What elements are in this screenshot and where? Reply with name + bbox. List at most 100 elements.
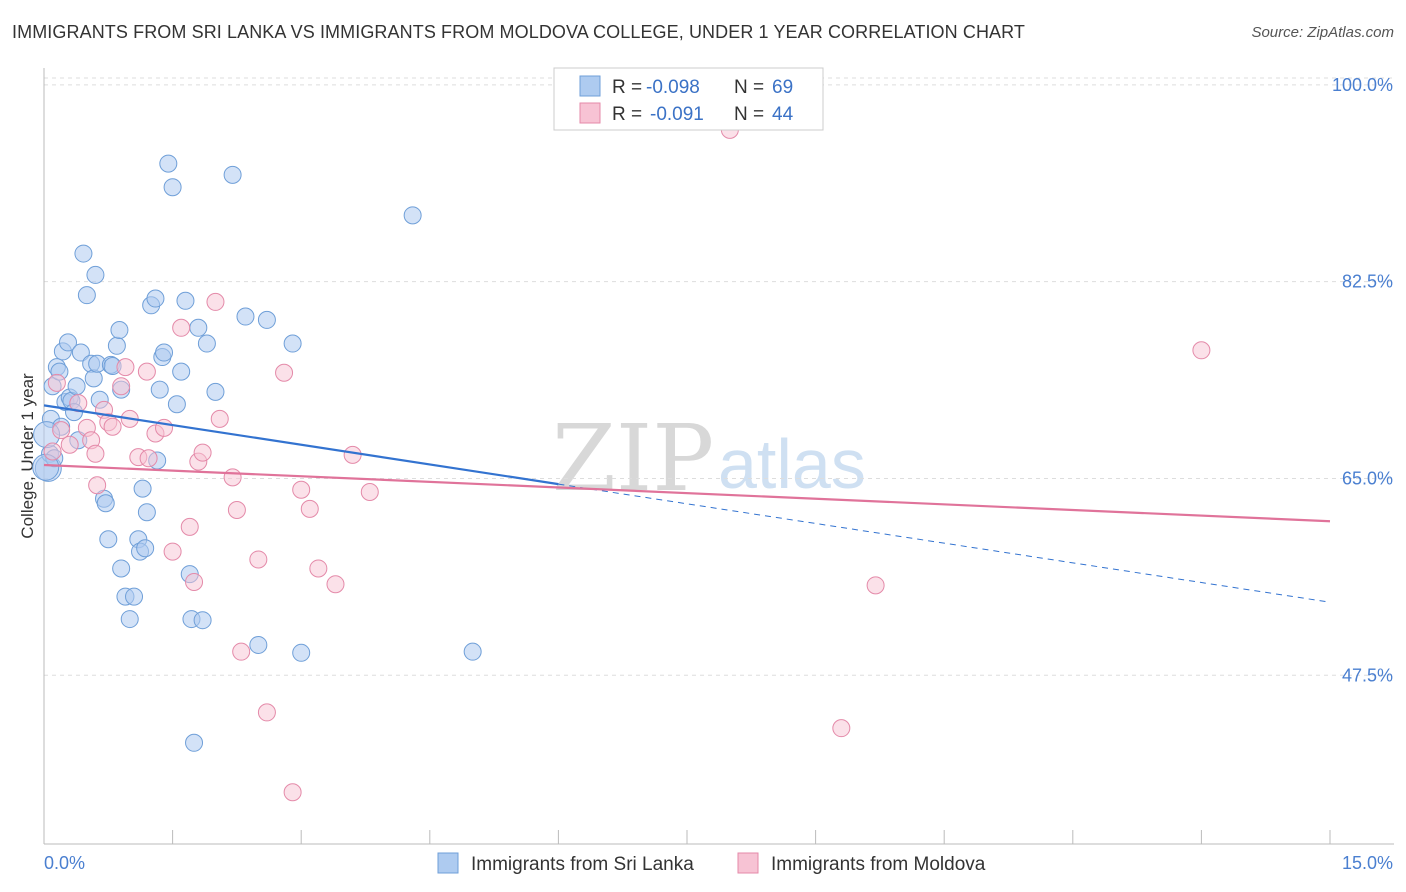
series-legend: Immigrants from Sri Lanka Immigrants fro… — [437, 852, 986, 875]
data-point-sri-lanka — [176, 291, 195, 310]
data-point-sri-lanka — [146, 289, 165, 308]
data-point-sri-lanka — [167, 395, 186, 414]
legend-swatch-blue — [579, 75, 601, 97]
bottom-legend-swatch-moldova — [737, 852, 759, 874]
data-point-moldova — [206, 292, 225, 311]
data-point-moldova — [193, 443, 212, 462]
data-point-moldova — [137, 362, 156, 381]
data-point-sri-lanka — [283, 334, 302, 353]
data-point-sri-lanka — [74, 244, 93, 263]
data-point-sri-lanka — [71, 343, 90, 362]
stats-legend: R = -0.098 N = 69 R = -0.091 N = 44 — [553, 67, 824, 131]
bottom-legend-label-sri-lanka: Immigrants from Sri Lanka — [471, 854, 694, 875]
data-point-sri-lanka — [86, 265, 105, 284]
legend-r-value-blue: -0.098 — [646, 77, 700, 98]
data-point-sri-lanka — [197, 334, 216, 353]
data-point-sri-lanka — [125, 587, 144, 606]
legend-n-value-pink: 44 — [772, 104, 794, 125]
data-point-moldova — [116, 358, 135, 377]
grid-lines — [44, 77, 1394, 676]
data-point-sri-lanka — [112, 559, 131, 578]
data-point-sri-lanka — [223, 165, 242, 184]
data-point-sri-lanka — [84, 369, 103, 388]
bottom-legend-swatch-sri-lanka — [437, 852, 459, 874]
data-point-moldova — [52, 421, 71, 440]
y-tick-label: 82.5% — [1342, 272, 1393, 292]
data-point-sri-lanka — [96, 494, 115, 513]
data-point-sri-lanka — [159, 154, 178, 173]
data-point-sri-lanka — [257, 310, 276, 329]
data-point-sri-lanka — [77, 286, 96, 305]
data-point-moldova — [292, 480, 311, 499]
data-point-sri-lanka — [59, 333, 78, 352]
data-point-moldova — [360, 482, 379, 501]
data-point-moldova — [257, 703, 276, 722]
y-tick-label: 65.0% — [1342, 468, 1393, 488]
data-point-moldova — [139, 449, 158, 468]
data-point-sri-lanka — [120, 610, 139, 629]
data-point-sri-lanka — [155, 343, 174, 362]
bottom-legend-label-moldova: Immigrants from Moldova — [771, 854, 986, 875]
legend-swatch-pink — [579, 102, 601, 124]
data-point-sri-lanka — [249, 635, 268, 654]
data-point-sri-lanka — [189, 318, 208, 337]
y-tick-label: 100.0% — [1332, 75, 1393, 95]
data-point-moldova — [1192, 341, 1211, 360]
data-point-sri-lanka — [172, 362, 191, 381]
data-point-moldova — [223, 468, 242, 487]
data-point-sri-lanka — [107, 336, 126, 355]
data-point-sri-lanka — [136, 539, 155, 558]
data-point-sri-lanka — [206, 382, 225, 401]
data-point-moldova — [163, 542, 182, 561]
data-point-moldova — [210, 409, 229, 428]
watermark-atlas: atlas — [718, 425, 866, 503]
data-point-moldova — [60, 435, 79, 454]
data-point-sri-lanka — [150, 380, 169, 399]
y-axis-title: College, Under 1 year — [18, 373, 37, 539]
data-point-moldova — [309, 559, 328, 578]
data-point-moldova — [232, 642, 251, 661]
data-point-moldova — [283, 783, 302, 802]
data-point-moldova — [112, 377, 131, 396]
legend-r-label-pink: R = — [612, 104, 642, 125]
legend-n-value-blue: 69 — [772, 77, 793, 98]
trend-line-moldova — [43, 463, 1331, 523]
data-point-moldova — [47, 373, 66, 392]
y-tick-label: 47.5% — [1342, 665, 1393, 685]
source-label: Source: ZipAtlas.com — [1251, 24, 1394, 41]
chart-title: IMMIGRANTS FROM SRI LANKA VS IMMIGRANTS … — [12, 22, 1026, 42]
trend-line-sri-lanka-extension — [558, 483, 1331, 603]
data-point-sri-lanka — [292, 643, 311, 662]
data-point-moldova — [86, 444, 105, 463]
data-point-moldova — [326, 575, 345, 594]
data-point-sri-lanka — [133, 479, 152, 498]
x-tick-label-min: 0.0% — [44, 853, 85, 873]
trend-line-sri-lanka — [43, 404, 559, 486]
data-point-moldova — [832, 719, 851, 738]
data-point-sri-lanka — [99, 530, 118, 549]
data-point-sri-lanka — [236, 307, 255, 326]
data-point-sri-lanka — [403, 206, 422, 225]
legend-r-value-pink: -0.091 — [650, 104, 704, 125]
data-point-moldova — [43, 442, 62, 461]
data-point-moldova — [249, 550, 268, 569]
data-point-moldova — [172, 318, 191, 337]
data-point-moldova — [866, 576, 885, 595]
watermark-zip: ZIP — [552, 405, 714, 512]
legend-n-label-pink: N = — [734, 104, 764, 125]
legend-n-label-blue: N = — [734, 77, 764, 98]
y-tick-labels: 47.5% 65.0% 82.5% 100.0% — [1332, 75, 1393, 685]
data-point-sri-lanka — [463, 642, 482, 661]
data-point-sri-lanka — [193, 611, 212, 630]
data-point-sri-lanka — [67, 377, 86, 396]
data-point-moldova — [275, 363, 294, 382]
data-point-moldova — [88, 476, 107, 495]
data-point-moldova — [103, 417, 122, 436]
x-axis-ticks — [43, 830, 1331, 844]
trend-lines — [43, 404, 1331, 603]
x-tick-label-max: 15.0% — [1342, 853, 1393, 873]
legend-r-label-blue: R = — [612, 77, 642, 98]
data-point-moldova — [227, 500, 246, 519]
data-point-sri-lanka — [110, 321, 129, 340]
